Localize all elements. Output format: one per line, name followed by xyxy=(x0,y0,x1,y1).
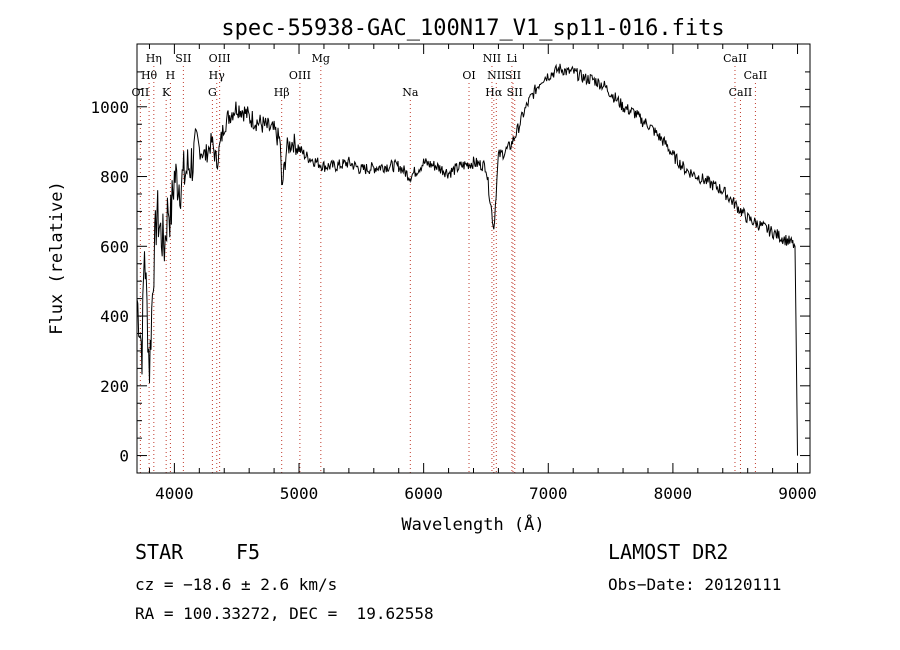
spectrum-line xyxy=(136,63,798,456)
line-label-20: CaII xyxy=(723,52,747,65)
x-tick-label: 6000 xyxy=(404,484,443,503)
line-label-9: Hβ xyxy=(274,86,290,99)
line-label-4: H xyxy=(166,69,176,82)
x-tick-label: 5000 xyxy=(280,484,319,503)
line-label-10: Mg xyxy=(312,52,330,65)
line-label-19: SII xyxy=(507,86,523,99)
x-tick-label: 9000 xyxy=(778,484,817,503)
object-class: STAR xyxy=(135,540,184,564)
line-label-14: Li xyxy=(506,52,517,65)
x-axis: 4000 5000 6000 7000 8000 9000 xyxy=(148,44,817,503)
line-label-22: CaII xyxy=(729,86,753,99)
y-tick-label: 200 xyxy=(100,377,129,396)
y-tick-label: 600 xyxy=(100,237,129,256)
line-label-15: OI xyxy=(462,69,475,82)
line-label-12: Na xyxy=(402,86,419,99)
line-label-7: Hγ xyxy=(209,69,226,82)
x-tick-label: 7000 xyxy=(529,484,568,503)
line-label-13: NII xyxy=(483,52,501,65)
line-label-16: NII xyxy=(487,69,505,82)
line-label-1: Hθ xyxy=(141,69,158,82)
chart-title: spec-55938-GAC_100N17_V1_sp11-016.fits xyxy=(221,16,724,41)
y-axis-title: Flux (relative) xyxy=(47,181,67,335)
coordinates: RA = 100.33272, DEC = 19.62558 xyxy=(135,604,434,623)
line-label-0: Hη xyxy=(146,52,162,65)
observation-date: Obs−Date: 20120111 xyxy=(608,575,782,594)
redshift-cz: cz = −18.6 ± 2.6 km/s xyxy=(135,575,338,594)
line-label-17: SII xyxy=(505,69,521,82)
x-tick-label: 4000 xyxy=(155,484,194,503)
plot-frame xyxy=(136,43,811,474)
y-tick-label: 0 xyxy=(119,447,129,466)
y-axis: 0 200 400 600 800 1000 xyxy=(90,71,810,466)
y-tick-label: 1000 xyxy=(90,98,129,117)
line-label-5: K xyxy=(162,86,171,99)
x-axis-title: Wavelength (Å) xyxy=(401,513,544,535)
line-label-8: G xyxy=(208,86,217,99)
y-tick-label: 400 xyxy=(100,307,129,326)
line-label-21: CaII xyxy=(744,69,768,82)
y-tick-label: 800 xyxy=(100,168,129,187)
line-label-6: OIII xyxy=(209,52,231,65)
line-label-3: SII xyxy=(175,52,191,65)
object-subclass: F5 xyxy=(236,540,261,564)
line-label-18: Hα xyxy=(485,86,503,99)
survey-name: LAMOST DR2 xyxy=(608,540,729,564)
line-label-11: OIII xyxy=(289,69,311,82)
x-tick-label: 8000 xyxy=(654,484,693,503)
line-label-2: OII xyxy=(132,86,150,99)
